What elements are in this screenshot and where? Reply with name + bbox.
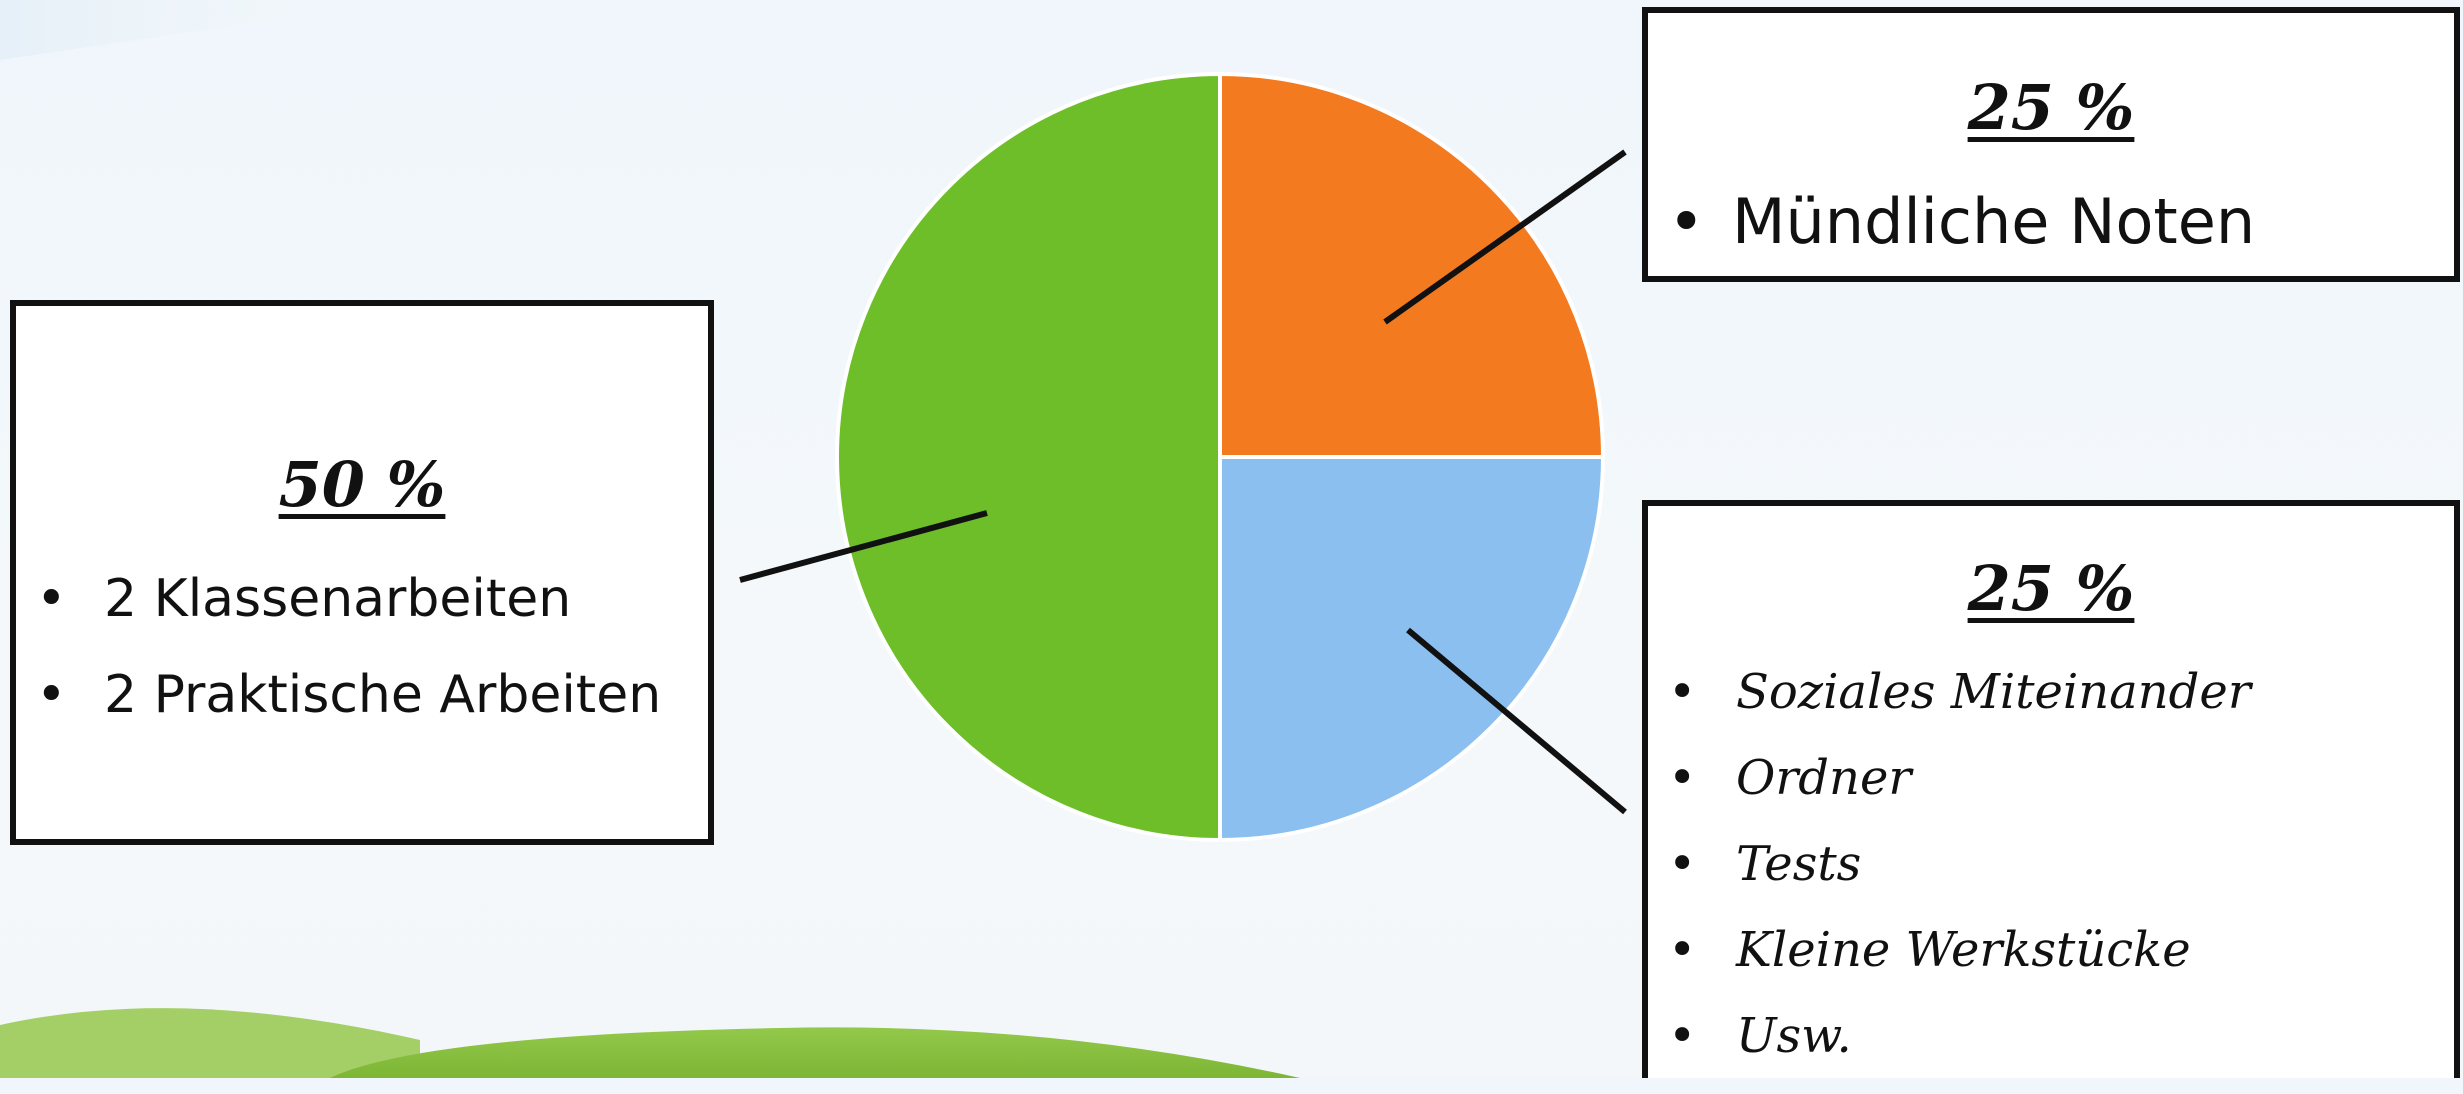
pie-slice-2 bbox=[835, 71, 1222, 843]
bullet: • bbox=[36, 569, 67, 629]
bullet: • bbox=[1668, 750, 1697, 806]
callout-box-bottom-right: 25 % • Soziales Miteinander • Ordner • Test… bbox=[1642, 500, 2460, 1078]
connector-line-bottom bbox=[1406, 627, 1627, 815]
hill-main bbox=[330, 1027, 1300, 1078]
connector-line-top bbox=[1383, 149, 1627, 325]
list-item-text: Tests bbox=[1736, 836, 1862, 892]
pie-slice-1 bbox=[1218, 455, 1606, 843]
callout-box-top-right: 25 % • Mündliche Noten bbox=[1642, 7, 2460, 282]
callout-top-right-list: • Mündliche Noten bbox=[1668, 185, 2255, 258]
bullet: • bbox=[1668, 1008, 1697, 1064]
list-item-text: Usw. bbox=[1736, 1008, 1852, 1064]
bullet: • bbox=[1668, 185, 1705, 258]
bullet: • bbox=[1668, 836, 1697, 892]
list-item: • 2 Klassenarbeiten bbox=[36, 569, 661, 665]
bullet: • bbox=[1668, 922, 1697, 978]
list-item: • Tests bbox=[1668, 836, 2251, 922]
bullet: • bbox=[1668, 664, 1697, 720]
pie-slice-0 bbox=[1218, 71, 1606, 459]
hill-left bbox=[0, 1008, 420, 1078]
list-item: • Kleine Werkstücke bbox=[1668, 922, 2251, 1008]
list-item: • Ordner bbox=[1668, 750, 2251, 836]
list-item-text: Mündliche Noten bbox=[1732, 185, 2256, 258]
list-item-text: 2 Klassenarbeiten bbox=[104, 569, 572, 629]
list-item: • 2 Praktische Arbeiten bbox=[36, 665, 661, 761]
list-item-text: 2 Praktische Arbeiten bbox=[104, 665, 662, 725]
list-item: • Mündliche Noten bbox=[1668, 185, 2255, 258]
callout-top-right-percent: 25 % bbox=[1967, 71, 2135, 144]
callout-bottom-right-percent: 25 % bbox=[1967, 552, 2135, 625]
list-item: • Soziales Miteinander bbox=[1668, 664, 2251, 750]
connector-line-left bbox=[739, 510, 988, 583]
callout-box-left: 50 % • 2 Klassenarbeiten • 2 Praktische Ar… bbox=[10, 300, 714, 845]
callout-left-percent: 50 % bbox=[278, 448, 446, 521]
list-item: • Usw. bbox=[1668, 1008, 2251, 1094]
bullet: • bbox=[36, 665, 67, 725]
list-item-text: Ordner bbox=[1736, 750, 1912, 806]
callout-bottom-right-list: • Soziales Miteinander • Ordner • Tests • Kl… bbox=[1668, 664, 2251, 1094]
list-item-text: Soziales Miteinander bbox=[1736, 664, 2251, 720]
callout-left-list: • 2 Klassenarbeiten • 2 Praktische Arbeite… bbox=[36, 569, 661, 761]
list-item-text: Kleine Werkstücke bbox=[1736, 922, 2191, 978]
